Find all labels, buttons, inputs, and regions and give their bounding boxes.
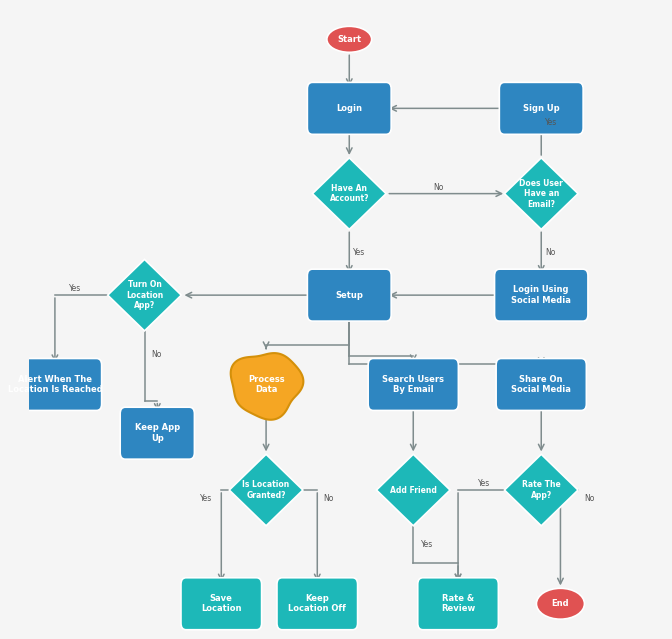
Text: Does User
Have an
Email?: Does User Have an Email? [519,179,563,208]
Ellipse shape [536,589,585,619]
Text: Keep App
Up: Keep App Up [135,424,180,443]
Text: No: No [324,494,334,503]
Text: Process
Data: Process Data [248,374,284,394]
Text: Share On
Social Media: Share On Social Media [511,374,571,394]
Text: Yes: Yes [478,479,490,488]
Text: Alert When The
Location Is Reached: Alert When The Location Is Reached [7,374,102,394]
Polygon shape [108,259,181,331]
Polygon shape [312,158,386,229]
Text: Yes: Yes [353,249,365,258]
Polygon shape [376,454,450,526]
Polygon shape [505,158,578,229]
FancyBboxPatch shape [8,358,101,410]
Text: Start: Start [337,35,362,44]
Text: No: No [584,494,595,503]
FancyBboxPatch shape [307,82,391,134]
FancyBboxPatch shape [277,578,358,629]
Polygon shape [230,353,303,420]
Text: No: No [433,183,444,192]
FancyBboxPatch shape [418,578,499,629]
FancyBboxPatch shape [368,358,458,410]
Text: Setup: Setup [335,291,363,300]
FancyBboxPatch shape [120,407,194,459]
Text: Login Using
Social Media: Login Using Social Media [511,286,571,305]
Text: Keep
Location Off: Keep Location Off [288,594,346,613]
Text: Have An
Account?: Have An Account? [329,184,369,203]
Ellipse shape [327,26,372,52]
Polygon shape [229,454,303,526]
Text: Rate &
Review: Rate & Review [441,594,475,613]
Text: No: No [546,249,556,258]
Text: Is Location
Granted?: Is Location Granted? [243,481,290,500]
FancyBboxPatch shape [495,269,588,321]
FancyBboxPatch shape [499,82,583,134]
Text: No: No [151,350,161,359]
Text: Sign Up: Sign Up [523,104,560,113]
FancyBboxPatch shape [181,578,261,629]
Text: Yes: Yes [545,118,557,127]
Polygon shape [505,454,578,526]
FancyBboxPatch shape [496,358,587,410]
FancyBboxPatch shape [307,269,391,321]
Text: Yes: Yes [421,540,433,549]
Text: Save
Location: Save Location [201,594,241,613]
Text: Yes: Yes [200,494,213,503]
Text: Add Friend: Add Friend [390,486,437,495]
Text: Yes: Yes [69,284,81,293]
Text: End: End [552,599,569,608]
Text: Login: Login [336,104,362,113]
Text: Rate The
App?: Rate The App? [522,481,560,500]
Text: Turn On
Location
App?: Turn On Location App? [126,281,163,310]
Text: Search Users
By Email: Search Users By Email [382,374,444,394]
